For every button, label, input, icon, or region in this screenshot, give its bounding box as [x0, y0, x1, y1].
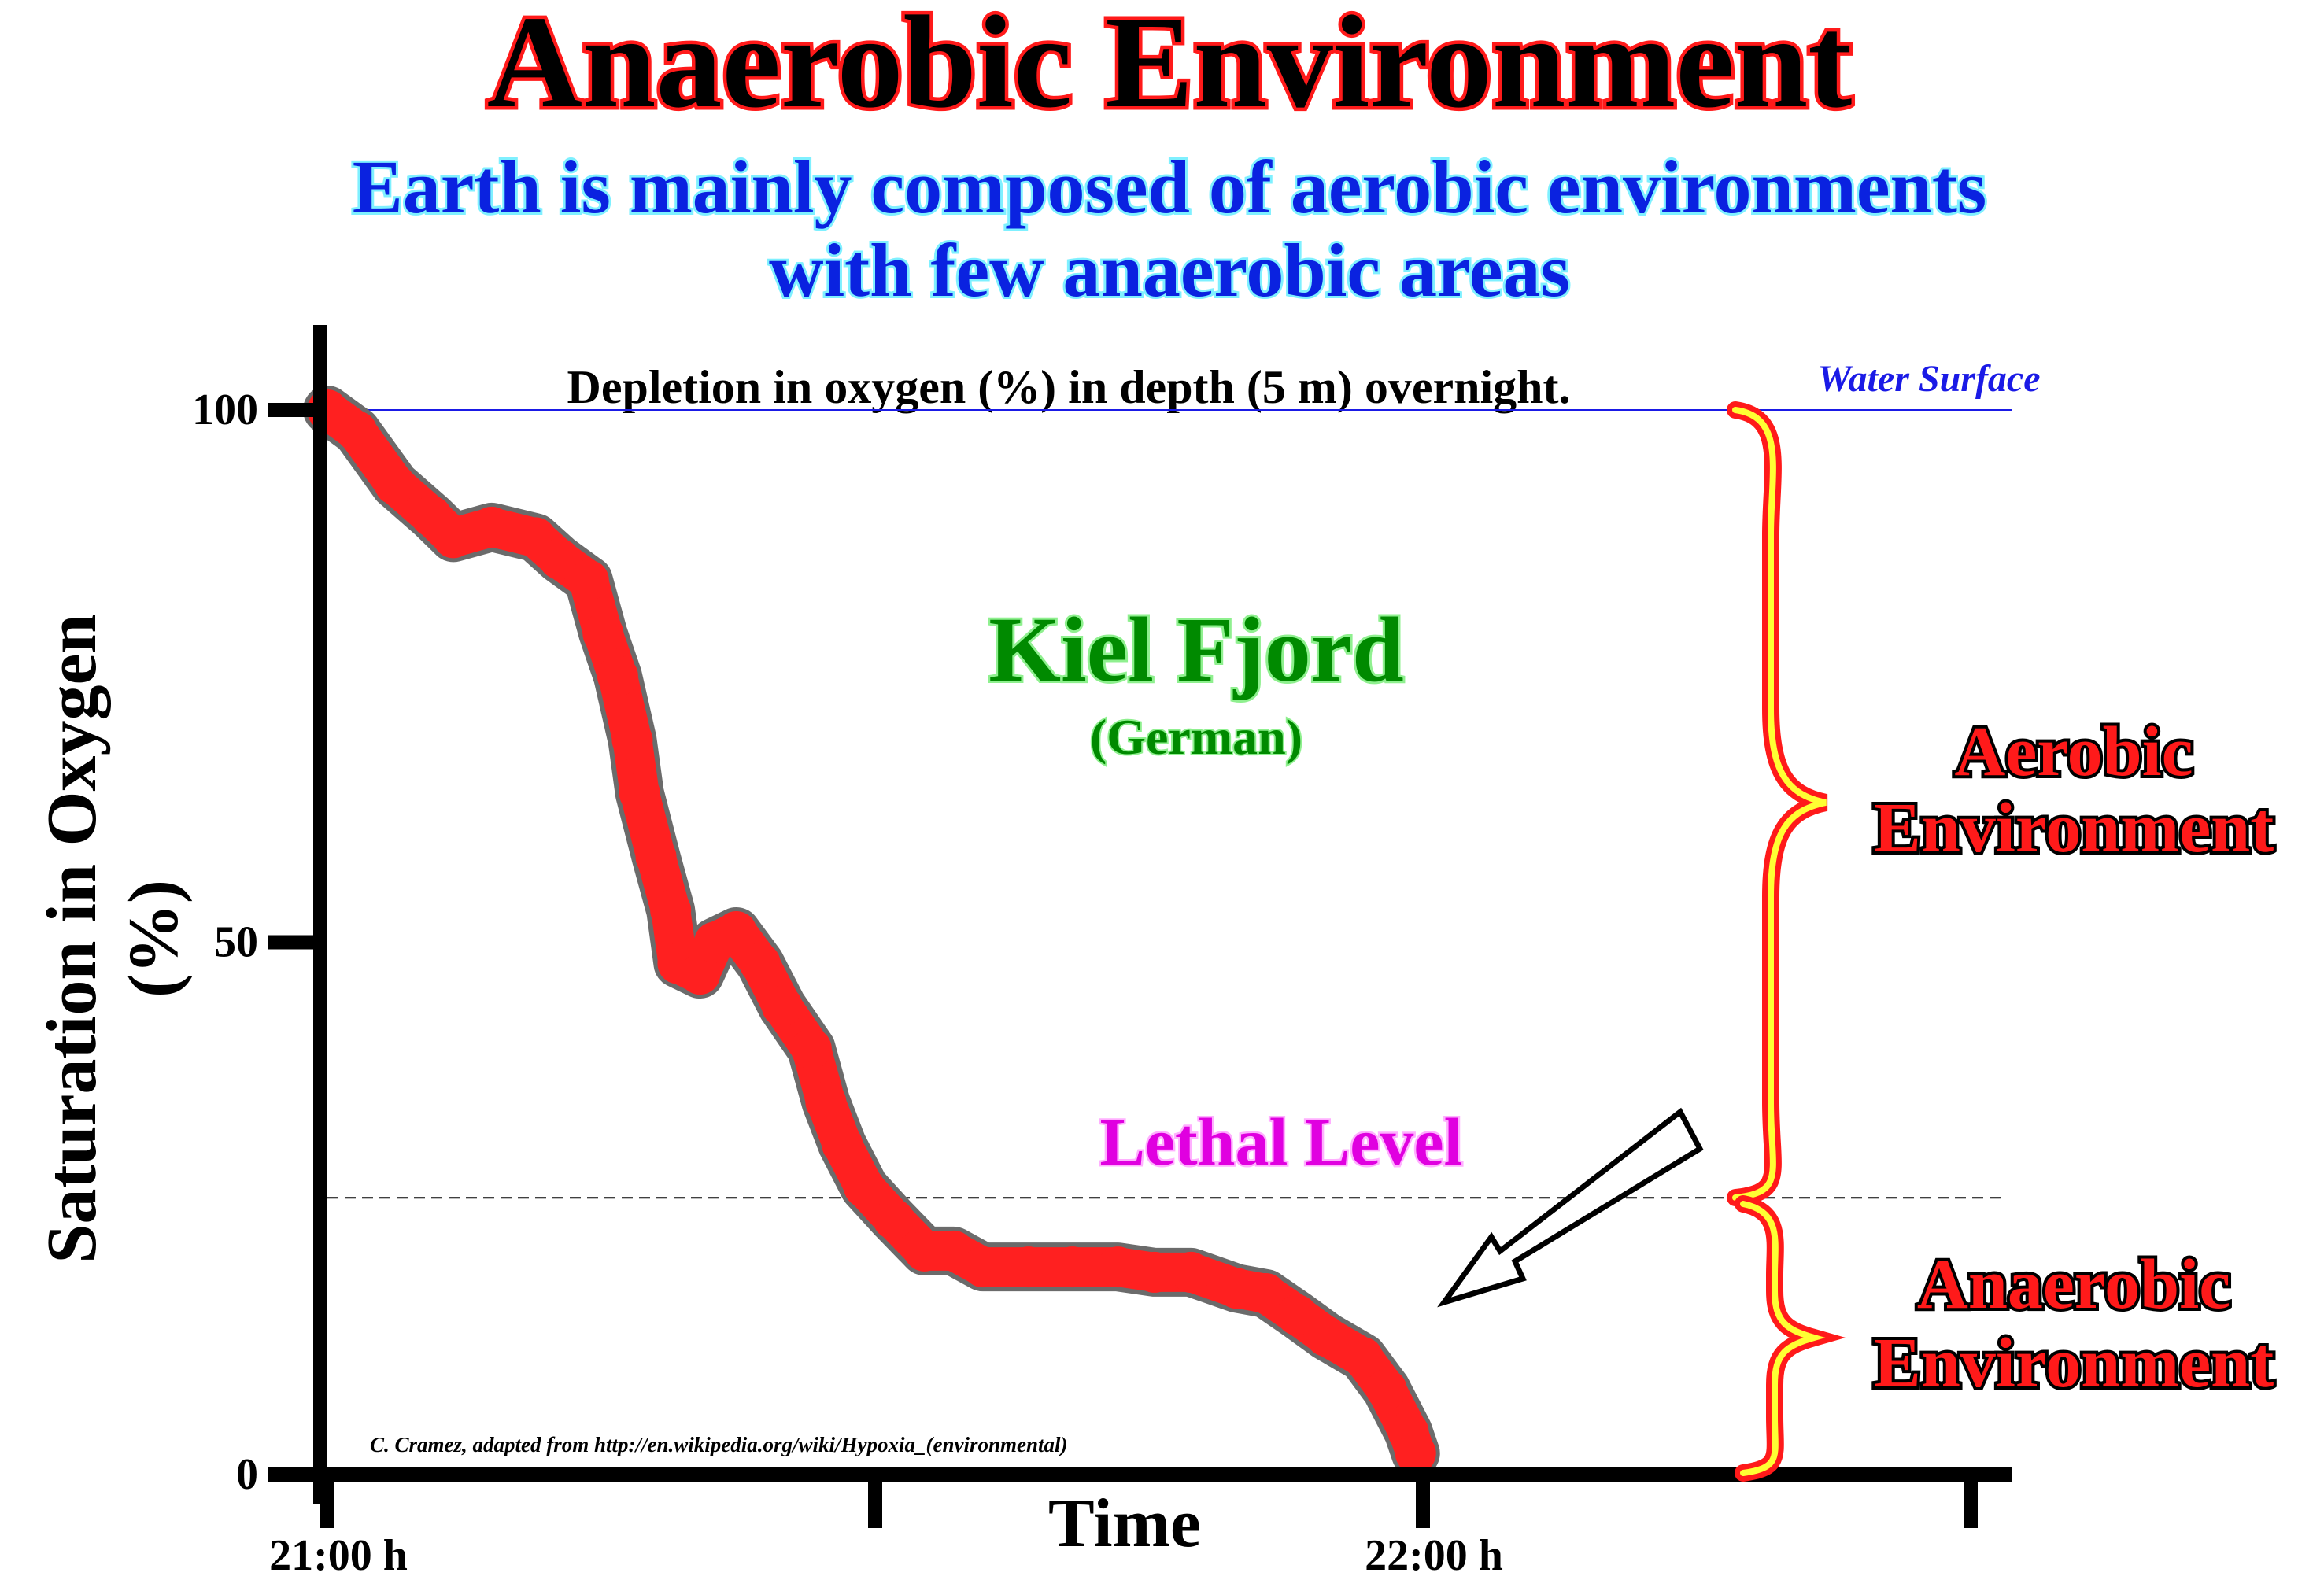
data-point [1342, 1337, 1384, 1379]
data-point [650, 889, 692, 931]
data-point [433, 517, 475, 559]
location-label: Kiel Fjord [988, 598, 1404, 701]
x-tick-label: 22:00 h [1365, 1531, 1503, 1580]
x-axis-label: Time [1048, 1486, 1201, 1562]
data-point [1170, 1251, 1212, 1293]
data-point [1245, 1272, 1287, 1314]
aerobic-label-line-1: Aerobic [1954, 713, 2193, 791]
water-surface-label: Water Surface [1817, 358, 2040, 400]
lethal-level-label: Lethal Level [1100, 1104, 1463, 1179]
data-point [761, 985, 803, 1027]
data-point [1276, 1294, 1317, 1336]
data-point [805, 1081, 847, 1123]
data-point [1365, 1368, 1407, 1410]
y-axis-label: Saturation in Oxygen [33, 614, 111, 1263]
data-point [1133, 1251, 1175, 1293]
subtitle-line-2: with few anaerobic areas [769, 228, 1570, 312]
arrow-icon [1437, 1107, 1704, 1308]
data-point [1051, 1246, 1093, 1288]
chart-title: Depletion in oxygen (%) in depth (5 m) o… [567, 361, 1571, 413]
aerobic-brace-fill [1732, 407, 1827, 1201]
data-point [582, 613, 624, 655]
data-point [873, 1198, 914, 1240]
data-point [1007, 1246, 1049, 1288]
data-point [1306, 1316, 1347, 1357]
data-point [597, 655, 638, 697]
data-series [303, 386, 1440, 1478]
data-point [739, 943, 781, 984]
credit-text: C. Cramez, adapted from http://en.wikipe… [370, 1433, 1068, 1456]
y-tick-label: 50 [214, 918, 258, 967]
page-title: Anaerobic Environment [487, 0, 1853, 135]
data-point [962, 1246, 1003, 1288]
y-tick-label: 0 [236, 1450, 258, 1499]
location-sublabel: (German) [1090, 709, 1302, 765]
anaerobic-brace-fill [1740, 1201, 1826, 1476]
y-axis-unit-label: (%) [115, 880, 193, 998]
anaerobic-label-line-1: Anaerobic [1917, 1246, 2230, 1323]
data-point [635, 836, 677, 878]
subtitle-line-1: Earth is mainly composed of aerobic envi… [353, 145, 1986, 229]
data-point [679, 954, 721, 995]
data-point [567, 559, 609, 601]
y-tick-label: 100 [192, 386, 258, 434]
data-point [715, 910, 757, 952]
anaerobic-label-line-2: Environment [1874, 1324, 2274, 1402]
data-point [374, 463, 416, 505]
data-point [619, 773, 660, 814]
data-point [471, 506, 512, 548]
data-point [611, 719, 653, 761]
data-point [903, 1230, 945, 1272]
data-point [822, 1124, 863, 1165]
data-point [1395, 1432, 1436, 1474]
x-tick-label: 21:00 h [269, 1531, 408, 1580]
data-point [844, 1166, 885, 1208]
data-point [336, 411, 378, 452]
data-point [790, 1028, 832, 1069]
aerobic-label-line-2: Environment [1874, 789, 2274, 867]
data-point [538, 538, 580, 580]
data-point [1097, 1246, 1139, 1288]
